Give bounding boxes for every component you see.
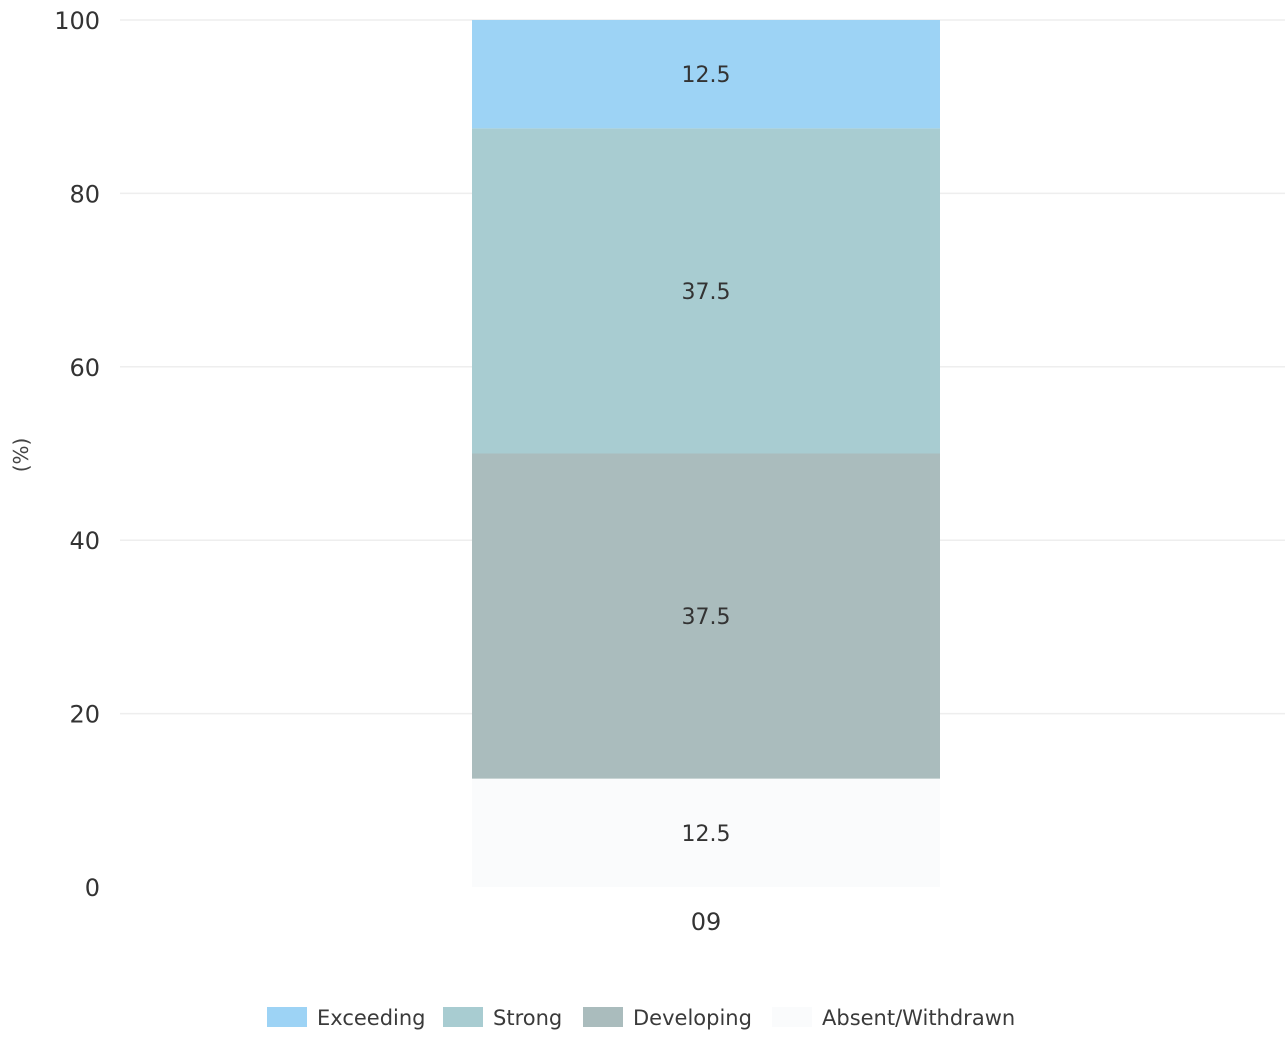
legend-label: Exceeding xyxy=(317,1006,426,1030)
legend: Exceeding Strong Developing Absent/Withdraw… xyxy=(267,1006,1015,1030)
data-labels: 12.5 37.5 37.5 12.5 xyxy=(682,63,731,847)
bar-segment xyxy=(472,128,940,454)
legend-label: Developing xyxy=(633,1006,752,1030)
y-tick-label: 100 xyxy=(54,7,100,35)
legend-swatch xyxy=(772,1007,812,1027)
legend-swatch xyxy=(583,1007,623,1027)
y-tick-label: 40 xyxy=(69,527,100,555)
data-label: 37.5 xyxy=(682,605,731,630)
data-label: 12.5 xyxy=(682,822,731,847)
bar-segment xyxy=(472,20,940,129)
legend-label: Strong xyxy=(493,1006,562,1030)
y-axis-ticks: 0 20 40 60 80 100 xyxy=(54,7,100,902)
y-tick-label: 20 xyxy=(69,701,100,729)
bar-segment xyxy=(472,778,940,887)
legend-swatch xyxy=(443,1007,483,1027)
x-tick-label: 09 xyxy=(691,908,722,936)
y-tick-label: 0 xyxy=(85,874,100,902)
bar-segments xyxy=(472,20,940,887)
legend-swatch xyxy=(267,1007,307,1027)
y-tick-label: 60 xyxy=(69,354,100,382)
legend-label: Absent/Withdrawn xyxy=(822,1006,1015,1030)
y-axis-title: (%) xyxy=(9,438,33,473)
data-label: 37.5 xyxy=(682,280,731,305)
y-tick-label: 80 xyxy=(69,180,100,208)
x-axis-ticks: 09 xyxy=(691,908,722,936)
data-label: 12.5 xyxy=(682,63,731,88)
bar-segment xyxy=(472,453,940,779)
